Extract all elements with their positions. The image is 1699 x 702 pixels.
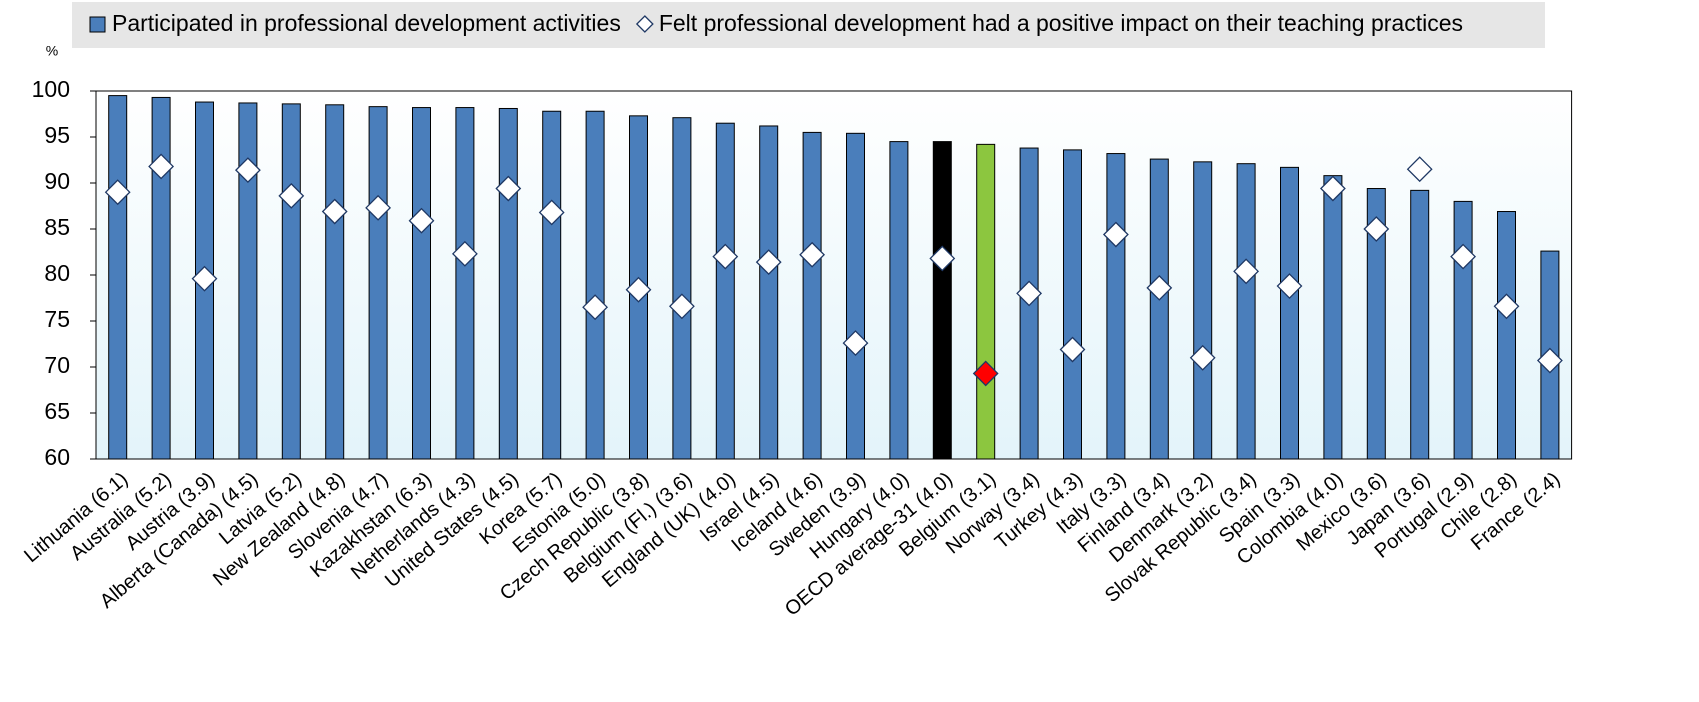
bar	[542, 110, 562, 460]
bar	[802, 131, 822, 460]
diamond-marker	[582, 294, 609, 321]
diamond-marker	[495, 175, 522, 202]
bar	[108, 95, 128, 460]
diamond-marker	[191, 265, 218, 292]
diamond-marker	[799, 241, 826, 268]
diamond-marker	[1146, 274, 1173, 301]
diamond-marker	[538, 199, 565, 226]
y-tick-label: 70	[44, 352, 70, 378]
bar	[889, 141, 909, 460]
bar	[412, 107, 431, 460]
diamond-marker	[365, 194, 392, 221]
bar	[932, 141, 952, 460]
diamond-marker	[234, 157, 261, 184]
bar	[672, 117, 692, 460]
diamond-marker	[1189, 344, 1216, 371]
diamond-marker	[1536, 347, 1563, 374]
diamond-marker	[451, 240, 478, 267]
diamond-marker	[1319, 175, 1346, 202]
bar	[1193, 161, 1213, 460]
diamond-marker	[1016, 280, 1043, 307]
bar	[325, 104, 345, 460]
bar	[1323, 175, 1343, 460]
bar	[151, 96, 171, 460]
y-axis-label: %	[46, 43, 58, 59]
bar	[976, 143, 996, 460]
diamond-marker	[104, 179, 131, 206]
diamond-marker	[148, 153, 175, 180]
bar	[1149, 158, 1169, 460]
diamond-marker	[625, 276, 652, 303]
y-tick-label: 90	[44, 168, 70, 194]
diamond-marker	[1406, 156, 1433, 183]
bar	[1453, 200, 1473, 460]
diamond-marker	[321, 198, 348, 225]
diamond-marker	[1233, 258, 1260, 285]
y-tick-label: 75	[44, 306, 70, 332]
bar	[1106, 153, 1126, 460]
diamond-marker	[1450, 243, 1477, 270]
bar	[238, 102, 258, 460]
y-tick-label: 60	[44, 444, 70, 470]
bar	[1236, 163, 1256, 460]
diamond-marker	[929, 245, 956, 272]
diamond-marker	[1276, 273, 1303, 299]
bar	[1366, 188, 1386, 460]
bar	[1063, 149, 1082, 460]
diamond-marker	[842, 330, 869, 356]
diamond-marker	[1363, 216, 1390, 242]
diamond-marker	[1059, 336, 1086, 363]
bar	[455, 107, 475, 460]
legend-box	[72, 2, 1545, 48]
legend-label: Participated in professional development…	[112, 10, 621, 36]
diamond-marker	[278, 182, 305, 209]
y-tick-label: 80	[44, 260, 70, 286]
legend-label: Felt professional development had a posi…	[659, 10, 1463, 36]
diamond-marker	[755, 249, 782, 276]
plot-area	[95, 90, 1573, 460]
bar	[759, 125, 779, 460]
diamond-marker	[1493, 293, 1520, 320]
bar	[1280, 166, 1299, 460]
bar	[585, 110, 605, 460]
diamond-marker	[668, 293, 695, 320]
diamond-marker	[712, 243, 739, 270]
bar	[1410, 189, 1430, 460]
bar	[281, 103, 301, 460]
y-tick-label: 95	[44, 122, 70, 148]
y-tick-label: 85	[44, 214, 70, 240]
diamond-marker	[1102, 221, 1129, 248]
diamond-marker	[408, 207, 435, 234]
y-tick-label: 65	[44, 398, 70, 424]
diamond-marker	[972, 360, 999, 387]
bar	[715, 122, 735, 460]
bar	[1497, 211, 1516, 460]
bar	[846, 132, 865, 460]
bar	[498, 107, 518, 460]
legend-swatch	[635, 15, 654, 33]
legend-swatch	[89, 16, 106, 33]
bar	[368, 106, 388, 460]
y-tick-label: 100	[32, 76, 70, 102]
